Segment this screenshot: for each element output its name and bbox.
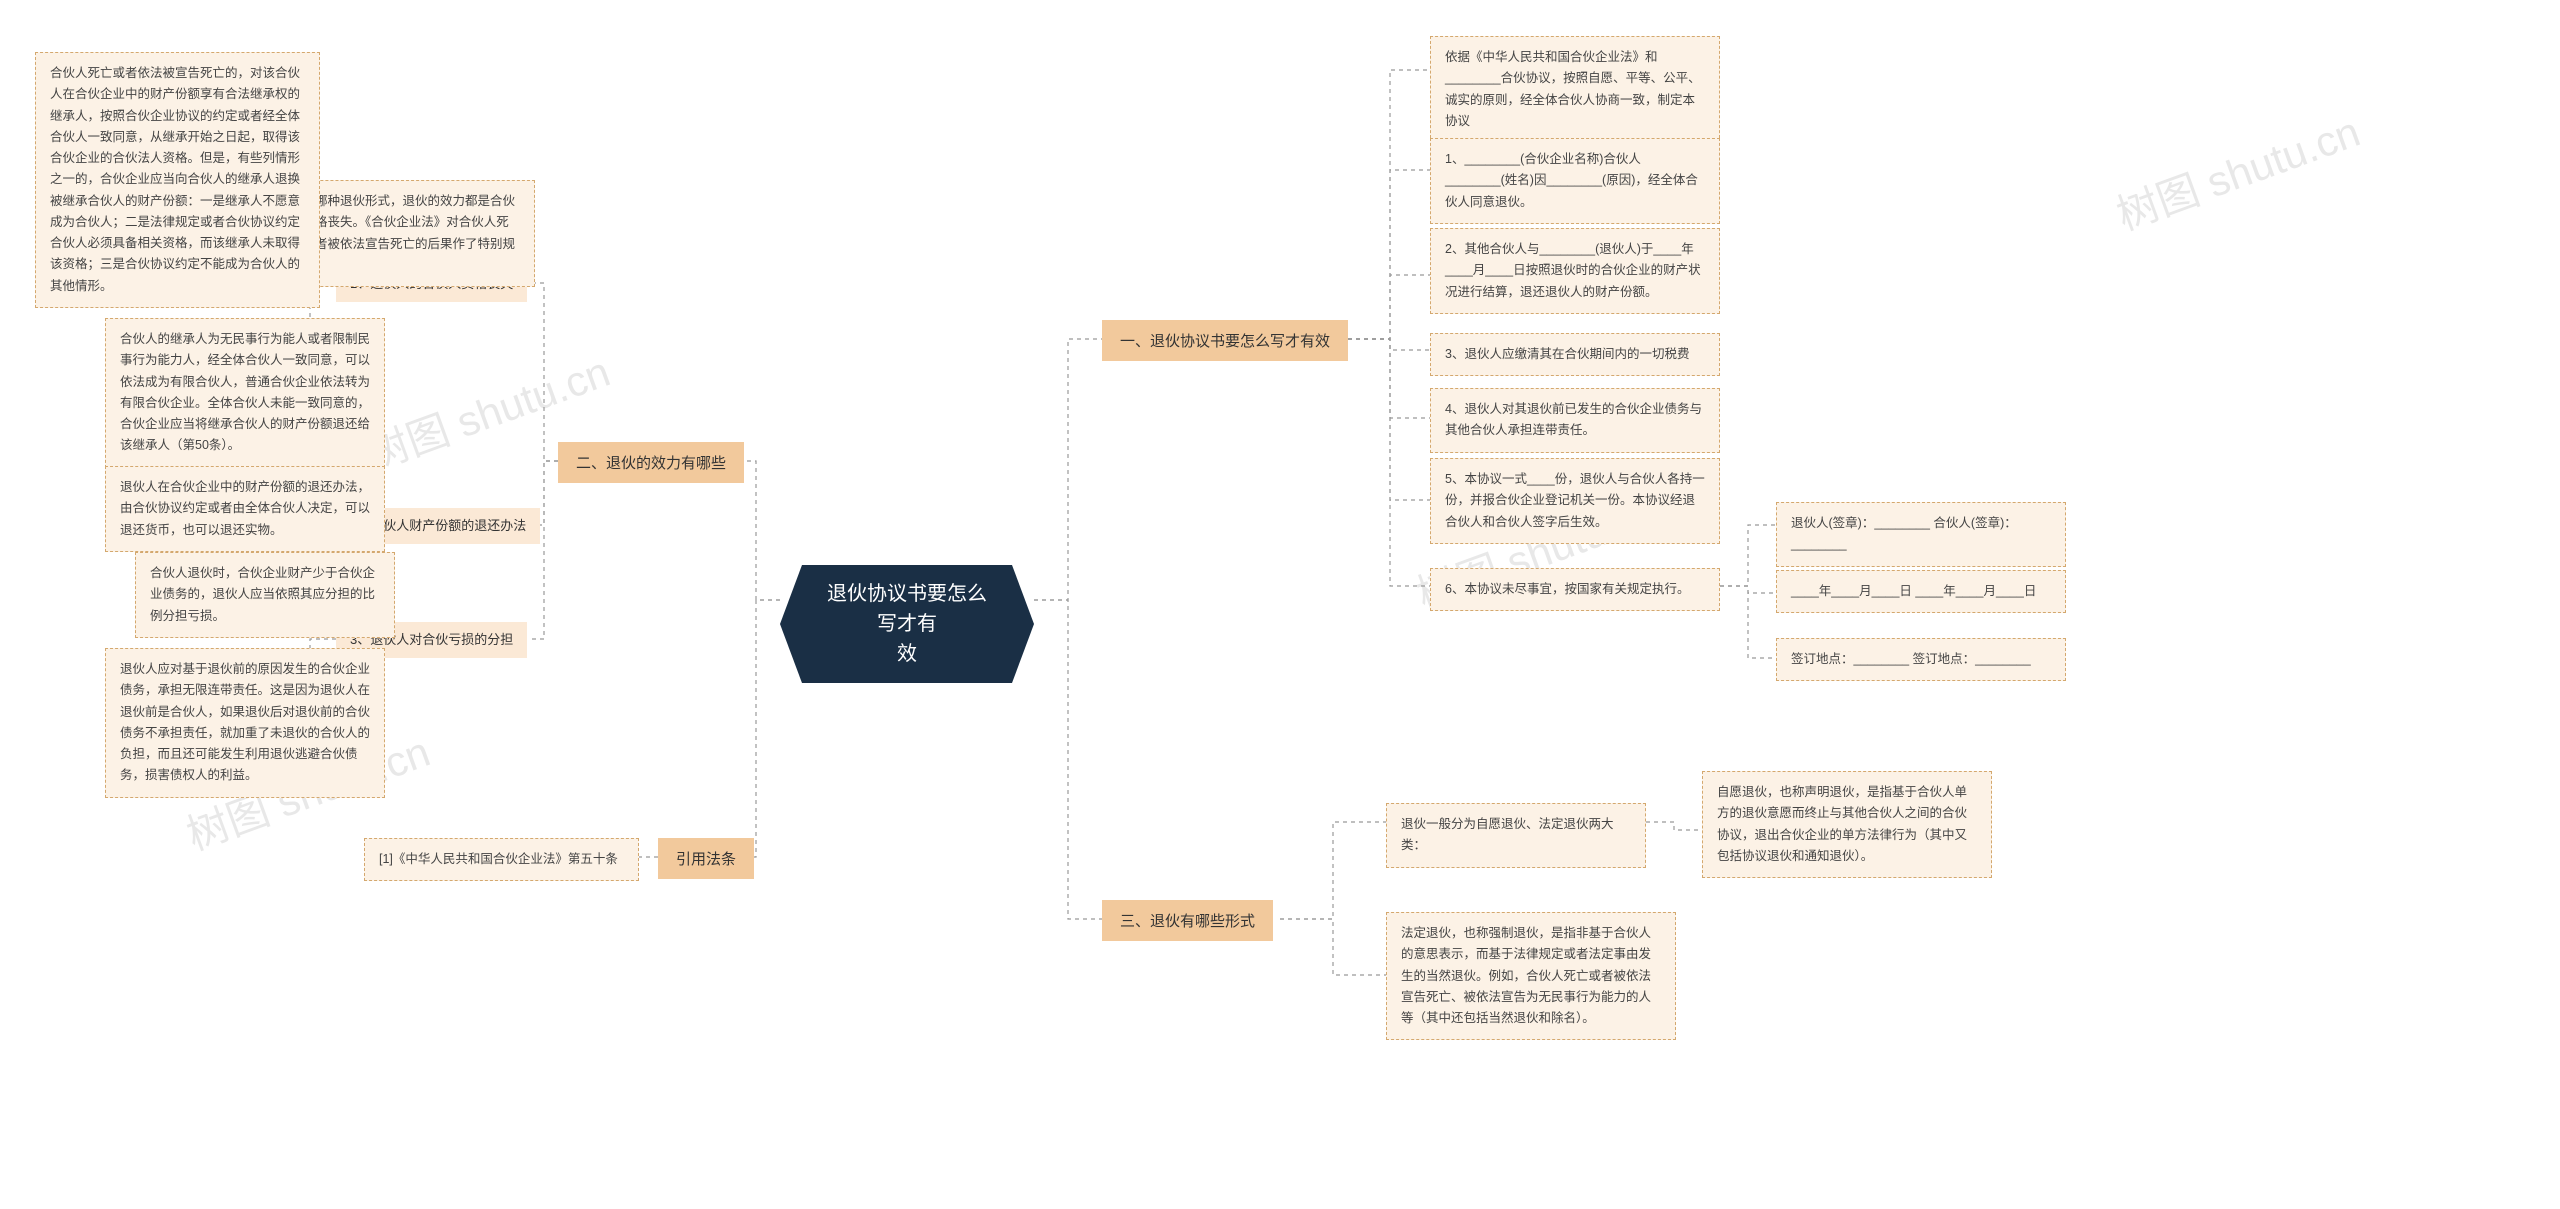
leaf-r1-1: 1、________(合伙企业名称)合伙人________(姓名)因______… [1430,138,1720,224]
center-title: 退伙协议书要怎么写才有 效 [827,583,987,665]
branch-node-r2: 三、退伙有哪些形式 [1102,900,1273,941]
leaf-l1-2-0: 退伙人应对基于退伙前的原因发生的合伙企业债务，承担无限连带责任。这是因为退伙人在… [105,648,385,798]
branch-node-l2: 引用法条 [658,838,754,879]
leaf-r1-4: 4、退伙人对其退伙前已发生的合伙企业债务与其他合伙人承担连带责任。 [1430,388,1720,453]
branch-node-r1: 一、退伙协议书要怎么写才有效 [1102,320,1348,361]
leaf-r2-0-0: 自愿退伙，也称声明退伙，是指基于合伙人单方的退伙意愿而终止与其他合伙人之间的合伙… [1702,771,1992,878]
leaf-r1-5: 5、本协议一式____份，退伙人与合伙人各持一份，并报合伙企业登记机关一份。本协… [1430,458,1720,544]
leaf-r1-6-0: 退伙人(签章)：________ 合伙人(签章)：________ [1776,502,2066,567]
branch-node-l1: 二、退伙的效力有哪些 [558,442,744,483]
leaf-l1-0-0-0: 合伙人死亡或者依法被宣告死亡的，对该合伙人在合伙企业中的财产份额享有合法继承权的… [35,52,320,308]
leaf-r1-0: 依据《中华人民共和国合伙企业法》和________合伙协议，按照自愿、平等、公平… [1430,36,1720,143]
leaf-r1-2: 2、其他合伙人与________(退伙人)于____年____月____日按照退… [1430,228,1720,314]
watermark: 树图 shutu.cn [2107,98,2367,242]
center-node: 退伙协议书要怎么写才有 效 [802,565,1012,683]
leaf-r1-6-1: ____年____月____日 ____年____月____日 [1776,570,2066,613]
leaf-l2-0: [1]《中华人民共和国合伙企业法》第五十条 [364,838,639,881]
leaf-r1-6-2: 签订地点：________ 签订地点：________ [1776,638,2066,681]
leaf-r2-1: 法定退伙，也称强制退伙，是指非基于合伙人的意思表示，而基于法律规定或者法定事由发… [1386,912,1676,1040]
leaf-r1-3: 3、退伙人应缴清其在合伙期间内的一切税费 [1430,333,1720,376]
leaf-r1-6: 6、本协议未尽事宜，按国家有关规定执行。 [1430,568,1720,611]
leaf-l1-1-0: 退伙人在合伙企业中的财产份额的退还办法，由合伙协议约定或者由全体合伙人决定，可以… [105,466,385,552]
leaf-r2-0: 退伙一般分为自愿退伙、法定退伙两大类： [1386,803,1646,868]
leaf-l1-1-1: 合伙人退伙时，合伙企业财产少于合伙企业债务的，退伙人应当依照其应分担的比例分担亏… [135,552,395,638]
leaf-l1-0-1: 合伙人的继承人为无民事行为能人或者限制民事行为能力人，经全体合伙人一致同意，可以… [105,318,385,468]
